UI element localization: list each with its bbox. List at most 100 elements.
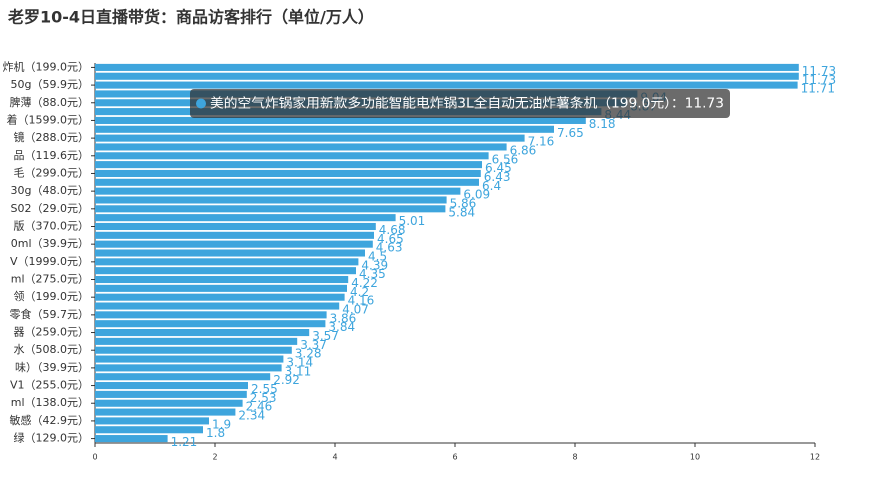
y-tick-label: 炸机（199.0元） bbox=[3, 59, 90, 73]
bar bbox=[95, 337, 298, 345]
tooltip-box bbox=[190, 89, 730, 118]
value-label: 4.2 bbox=[350, 285, 369, 299]
tooltip: 美的空气炸锅家用新款多功能智能电炸锅3L全自动无油炸薯条机（199.0元）：11… bbox=[190, 89, 730, 118]
y-tick-label: ml（275.0元） bbox=[11, 273, 89, 286]
value-label: 7.16 bbox=[528, 135, 555, 149]
bar bbox=[95, 258, 359, 266]
value-label: 4.68 bbox=[379, 223, 406, 237]
bar bbox=[95, 116, 586, 124]
value-label: 3.57 bbox=[312, 329, 339, 343]
bar bbox=[95, 81, 798, 89]
value-label: 1.21 bbox=[171, 435, 198, 449]
y-tick-label: 味）（39.9元） bbox=[15, 361, 89, 374]
tooltip-dot bbox=[196, 98, 206, 109]
y-tick-label: 着（1599.0元） bbox=[7, 112, 90, 126]
y-tick-label: 零食（59.7元） bbox=[10, 307, 90, 321]
chart-title: 老罗10-4日直播带货：商品访客排行（单位/万人） bbox=[7, 8, 374, 27]
value-label: 6.4 bbox=[482, 179, 501, 193]
bar bbox=[95, 63, 799, 71]
y-tick-label: 镜（288.0元） bbox=[14, 130, 90, 144]
bar bbox=[95, 222, 376, 231]
bar bbox=[95, 399, 243, 407]
bar bbox=[95, 320, 326, 328]
bar bbox=[95, 329, 310, 337]
value-label: 5.86 bbox=[450, 196, 477, 210]
bar bbox=[95, 302, 340, 310]
bar bbox=[95, 178, 479, 186]
y-tick-label: 毛（299.0元） bbox=[14, 166, 90, 179]
x-tick-label: 10 bbox=[690, 453, 700, 462]
bar bbox=[95, 311, 327, 319]
bar bbox=[95, 161, 482, 169]
y-tick-label: V1（255.0元） bbox=[10, 379, 89, 392]
value-label: 6.56 bbox=[492, 152, 519, 166]
value-label: 3.86 bbox=[330, 311, 357, 325]
value-label: 3.84 bbox=[328, 320, 355, 334]
y-tick-label: 领（199.0元） bbox=[14, 290, 90, 303]
value-label: 4.63 bbox=[376, 241, 403, 255]
bar bbox=[95, 214, 396, 222]
y-tick-label: 器（259.0元） bbox=[14, 326, 90, 339]
value-label: 8.18 bbox=[589, 117, 616, 131]
bar bbox=[95, 249, 365, 257]
bar bbox=[95, 346, 292, 354]
x-tick-label: 8 bbox=[572, 453, 577, 462]
bar bbox=[95, 364, 282, 372]
value-label: 2.46 bbox=[246, 400, 273, 414]
value-label: 3.11 bbox=[285, 364, 312, 378]
value-label: 2.55 bbox=[251, 382, 278, 396]
value-label: 11.73 bbox=[802, 73, 836, 87]
bar bbox=[95, 187, 461, 195]
value-label: 4.22 bbox=[351, 276, 378, 290]
value-label: 4.5 bbox=[368, 250, 387, 264]
bar bbox=[95, 169, 481, 177]
value-label: 6.09 bbox=[463, 188, 490, 202]
value-label: 6.45 bbox=[485, 161, 512, 175]
value-label: 4.16 bbox=[348, 294, 375, 308]
bar bbox=[95, 284, 347, 292]
bar bbox=[95, 152, 489, 160]
value-label: 11.71 bbox=[801, 82, 835, 96]
bar bbox=[95, 382, 248, 390]
value-label: 6.43 bbox=[484, 170, 511, 184]
y-tick-label: ml（138.0元） bbox=[11, 396, 89, 409]
value-label: 5.84 bbox=[448, 205, 475, 219]
value-label: 1.9 bbox=[212, 417, 231, 431]
y-tick-label: S02（29.0元） bbox=[11, 202, 89, 215]
value-label: 7.65 bbox=[557, 126, 584, 140]
value-label: 1.8 bbox=[206, 426, 225, 440]
bar bbox=[95, 125, 554, 133]
bar bbox=[95, 417, 209, 425]
value-label: 4.65 bbox=[377, 232, 404, 246]
bar bbox=[95, 408, 236, 416]
y-tick-label: 敏感（42.9元） bbox=[10, 413, 90, 427]
value-label: 2.92 bbox=[273, 373, 300, 387]
bar bbox=[95, 435, 168, 443]
y-tick-label: 50g（59.9元） bbox=[11, 78, 89, 91]
x-tick-label: 6 bbox=[452, 453, 457, 462]
value-label: 2.34 bbox=[238, 409, 265, 423]
bar bbox=[95, 293, 345, 301]
value-label: 3.14 bbox=[286, 356, 313, 370]
y-tick-label: 30g（48.0元） bbox=[11, 184, 89, 197]
bar bbox=[95, 240, 373, 248]
bar bbox=[95, 355, 284, 363]
y-tick-label: 脾薄（88.0元） bbox=[10, 95, 90, 109]
bar bbox=[95, 267, 356, 275]
bar bbox=[95, 134, 525, 142]
y-tick-label: 水（508.0元） bbox=[14, 343, 90, 356]
value-label: 2.53 bbox=[250, 391, 277, 405]
y-tick-label: 版（370.0元） bbox=[14, 218, 90, 232]
x-tick-label: 0 bbox=[92, 453, 97, 462]
x-tick-label: 12 bbox=[810, 453, 820, 462]
bar bbox=[95, 275, 349, 284]
bar bbox=[95, 231, 374, 239]
value-label: 6.86 bbox=[510, 143, 537, 157]
value-label: 3.28 bbox=[295, 347, 322, 361]
x-tick-label: 4 bbox=[332, 453, 337, 462]
bar bbox=[95, 373, 271, 381]
value-label: 11.73 bbox=[802, 64, 836, 78]
x-tick-label: 2 bbox=[212, 453, 217, 462]
bar bbox=[95, 196, 447, 204]
